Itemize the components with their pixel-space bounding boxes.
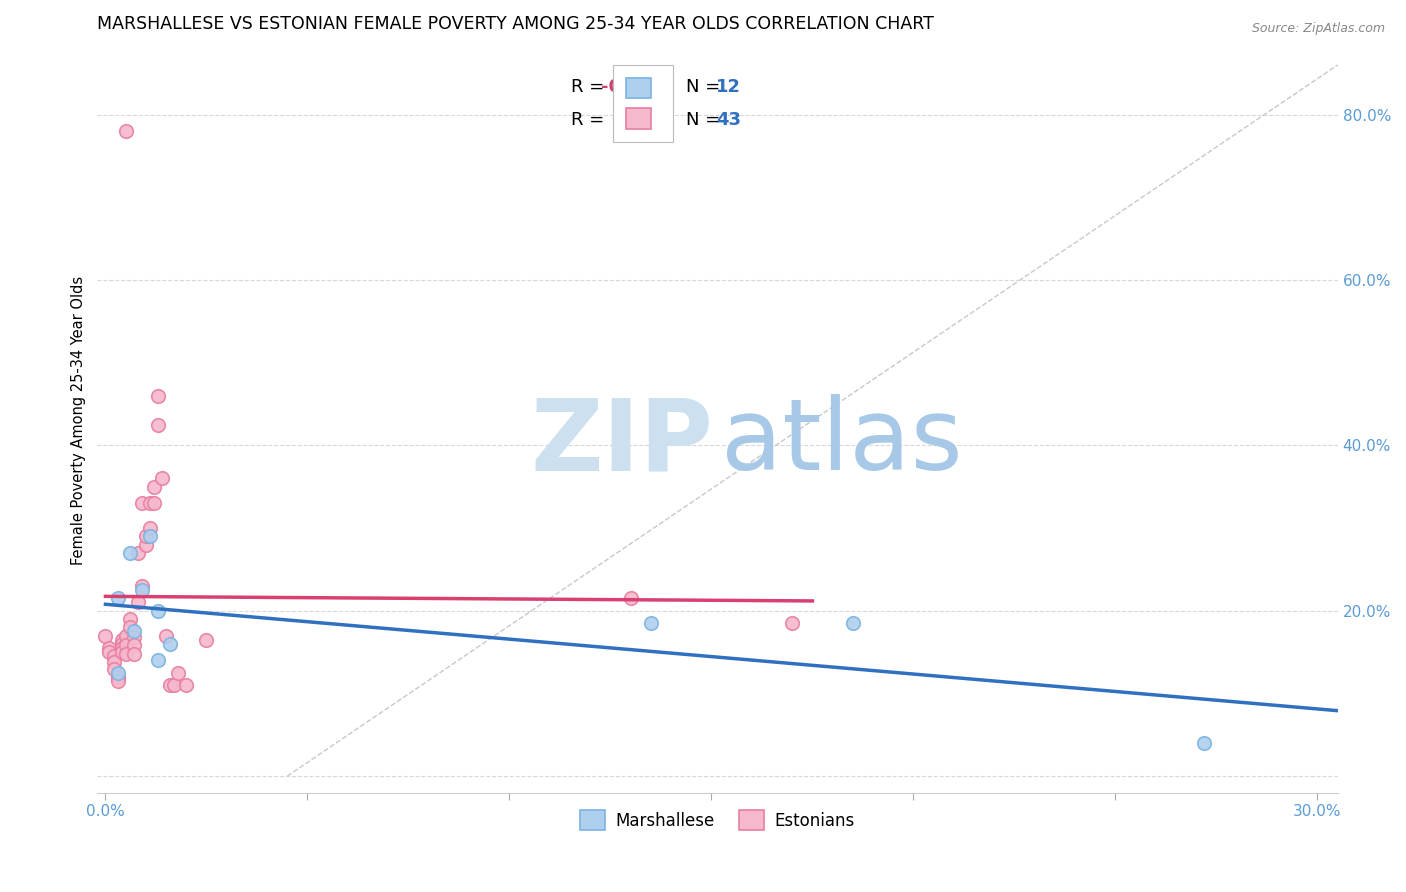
Text: atlas: atlas (721, 394, 963, 491)
Point (167, 665, 190, 680)
Point (110, 632, 132, 647)
Point (118, 546, 141, 560)
Point (131, 583, 153, 598)
Point (122, 630, 145, 644)
Text: 43: 43 (716, 111, 741, 128)
Point (103, 649, 125, 664)
Point (103, 655, 125, 669)
Point (159, 678, 181, 692)
Point (640, 616, 662, 631)
Point (118, 612, 141, 626)
Point (131, 579, 153, 593)
Point (103, 662, 125, 676)
Point (139, 521, 162, 535)
Point (195, 632, 218, 647)
Point (146, 604, 169, 618)
Point (114, 639, 136, 653)
Point (163, 678, 186, 692)
Point (114, 647, 136, 661)
Point (139, 496, 162, 510)
Point (780, 616, 803, 631)
Point (122, 639, 145, 653)
Point (118, 620, 141, 634)
Text: -0.618: -0.618 (600, 78, 665, 96)
Point (107, 591, 129, 606)
Point (107, 673, 129, 688)
Text: N =: N = (686, 111, 727, 128)
Point (131, 496, 153, 510)
Point (146, 389, 169, 403)
Point (174, 678, 197, 692)
Text: Source: ZipAtlas.com: Source: ZipAtlas.com (1251, 22, 1385, 36)
Point (127, 546, 149, 560)
Point (98, 640, 121, 655)
Point (127, 595, 149, 609)
Point (107, 670, 129, 684)
Point (98, 645, 121, 659)
Point (135, 538, 157, 552)
Point (110, 640, 132, 655)
Point (139, 529, 162, 543)
Text: R =: R = (571, 78, 610, 96)
Y-axis label: Female Poverty Among 25-34 Year Olds: Female Poverty Among 25-34 Year Olds (72, 276, 86, 566)
Point (122, 647, 145, 661)
Point (122, 624, 145, 639)
Point (1194, 736, 1216, 750)
Point (620, 591, 643, 606)
Text: 12: 12 (716, 78, 741, 96)
Point (94, 628, 117, 642)
Point (107, 665, 129, 680)
Point (150, 471, 173, 485)
Point (146, 653, 169, 667)
Point (114, 628, 136, 642)
Point (107, 670, 129, 684)
Text: R =: R = (571, 111, 610, 128)
Point (155, 628, 177, 642)
Text: 0.498: 0.498 (610, 111, 668, 128)
Point (146, 417, 169, 432)
Text: ZIP: ZIP (531, 394, 714, 491)
Point (159, 637, 181, 651)
Point (110, 645, 132, 659)
Point (110, 637, 132, 651)
Point (142, 480, 165, 494)
Text: N =: N = (686, 78, 727, 96)
Point (114, 124, 136, 138)
Legend: Marshallese, Estonians: Marshallese, Estonians (574, 804, 862, 837)
Point (135, 529, 157, 543)
Point (142, 496, 165, 510)
Text: MARSHALLESE VS ESTONIAN FEMALE POVERTY AMONG 25-34 YEAR OLDS CORRELATION CHART: MARSHALLESE VS ESTONIAN FEMALE POVERTY A… (97, 15, 934, 33)
Point (842, 616, 865, 631)
